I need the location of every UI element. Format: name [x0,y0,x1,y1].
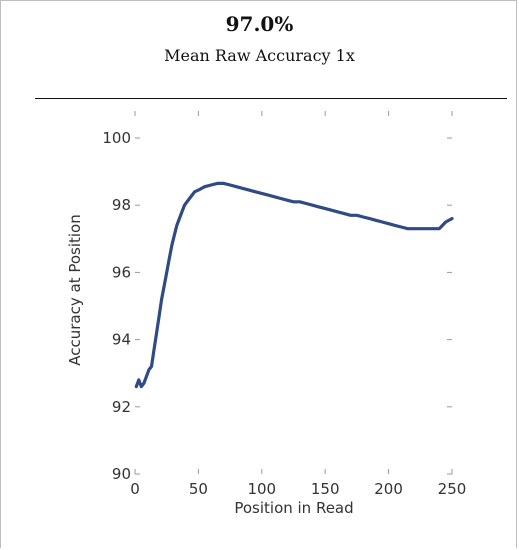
x-tick-label: 0 [130,480,140,498]
y-tick-label: 96 [112,263,131,281]
y-tick-label: 90 [112,465,131,483]
tick-labels: 90 92 94 96 98 100 0 50 100 150 200 250 [102,129,466,498]
tick-marks [134,111,453,475]
y-axis-label: Accuracy at Position [66,214,84,366]
x-axis-label: Position in Read [234,499,353,517]
x-tick-label: 150 [311,480,340,498]
y-tick-label: 98 [112,196,131,214]
y-tick-label: 94 [112,331,131,349]
summary-value: 97.0% [225,12,294,36]
y-tick-label: 92 [112,398,131,416]
x-tick-label: 250 [438,480,467,498]
x-tick-label: 100 [247,480,276,498]
y-tick-label: 100 [102,129,131,147]
accuracy-line [134,181,454,389]
x-tick-label: 200 [374,480,403,498]
divider [35,98,507,99]
summary-label: Mean Raw Accuracy 1x [164,46,355,65]
x-tick-label: 50 [189,480,208,498]
